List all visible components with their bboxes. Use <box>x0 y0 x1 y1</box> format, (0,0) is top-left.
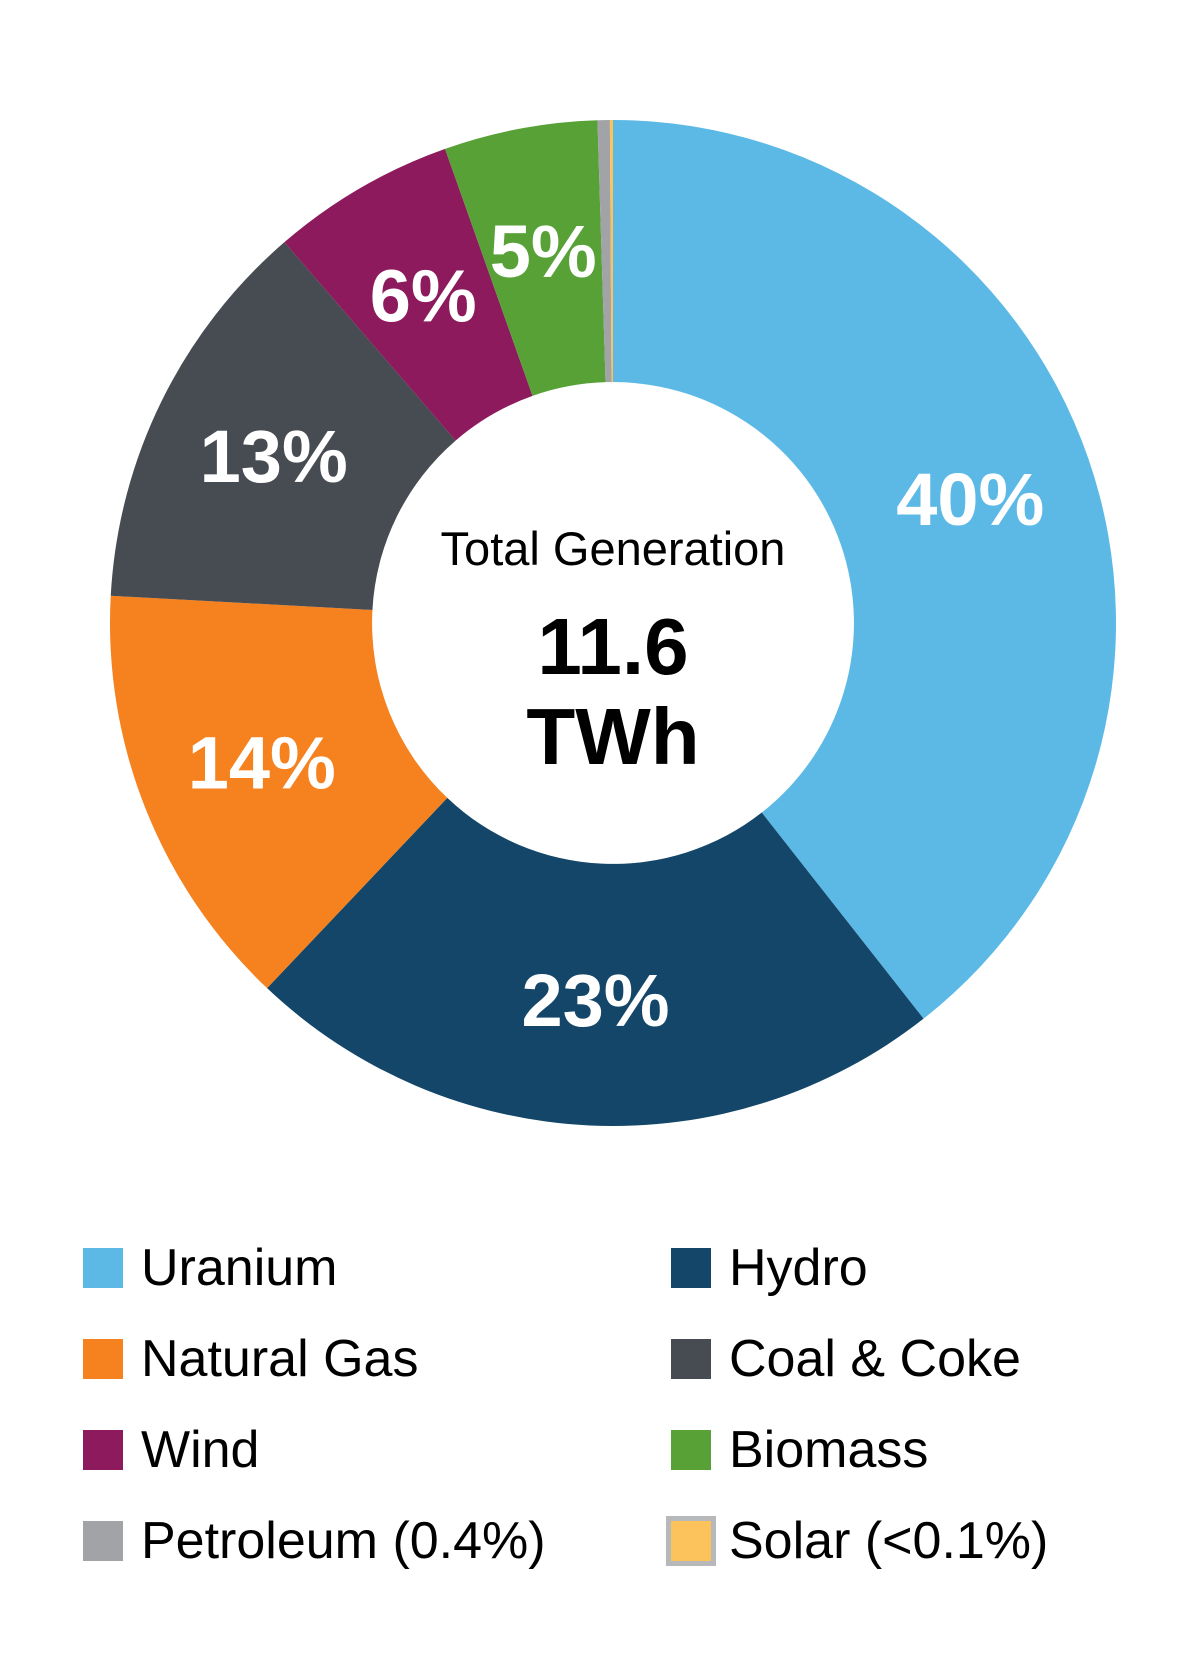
legend-item-wind: Wind <box>83 1404 671 1495</box>
legend-label-natural-gas: Natural Gas <box>141 1329 419 1388</box>
legend-label-petroleum: Petroleum (0.4%) <box>141 1511 546 1570</box>
legend-swatch-wind <box>83 1429 123 1470</box>
slice-solar <box>609 120 613 383</box>
legend-label-hydro: Hydro <box>729 1238 868 1297</box>
legend-label-coal-coke: Coal & Coke <box>729 1329 1021 1388</box>
legend-item-natural-gas: Natural Gas <box>83 1313 671 1404</box>
center-title: Total Generation <box>440 522 786 576</box>
slice-pct-label-natural-gas: 14% <box>188 721 336 804</box>
legend-swatch-uranium <box>83 1247 123 1288</box>
slice-biomass <box>445 120 606 396</box>
legend-swatch-hydro <box>671 1247 711 1288</box>
legend-swatch-solar <box>671 1520 711 1561</box>
legend-swatch-petroleum <box>83 1520 123 1561</box>
center-value: 11.6 <box>537 602 689 692</box>
slice-pct-label-coal-coke: 13% <box>200 415 348 498</box>
legend-item-petroleum: Petroleum (0.4%) <box>83 1495 671 1586</box>
center-unit: TWh <box>526 692 700 782</box>
legend-swatch-coal-coke <box>671 1338 711 1379</box>
legend: Uranium Hydro Natural Gas Coal & Coke Wi… <box>83 1222 1048 1586</box>
slice-uranium <box>613 120 1117 1019</box>
legend-swatch-biomass <box>671 1429 711 1470</box>
slice-pct-label-hydro: 23% <box>521 959 669 1042</box>
slice-pct-label-biomass: 5% <box>490 210 597 293</box>
legend-label-uranium: Uranium <box>141 1238 338 1297</box>
legend-swatch-natural-gas <box>83 1338 123 1379</box>
slice-coal-coke <box>110 242 456 610</box>
slice-petroleum <box>597 120 612 383</box>
legend-label-biomass: Biomass <box>729 1420 929 1479</box>
legend-item-biomass: Biomass <box>671 1404 1048 1495</box>
slice-pct-label-wind: 6% <box>370 255 477 338</box>
slice-wind <box>284 148 533 441</box>
donut-center-label: Total Generation 11.6 TWh <box>441 521 786 783</box>
legend-item-solar: Solar (<0.1%) <box>671 1495 1048 1586</box>
slice-hydro <box>267 797 924 1127</box>
legend-label-solar: Solar (<0.1%) <box>729 1511 1049 1570</box>
slice-pct-label-uranium: 40% <box>896 458 1044 541</box>
slice-natural-gas <box>110 595 448 989</box>
legend-item-coal-coke: Coal & Coke <box>671 1313 1048 1404</box>
legend-item-hydro: Hydro <box>671 1222 1048 1313</box>
legend-item-uranium: Uranium <box>83 1222 671 1313</box>
legend-label-wind: Wind <box>141 1420 260 1479</box>
